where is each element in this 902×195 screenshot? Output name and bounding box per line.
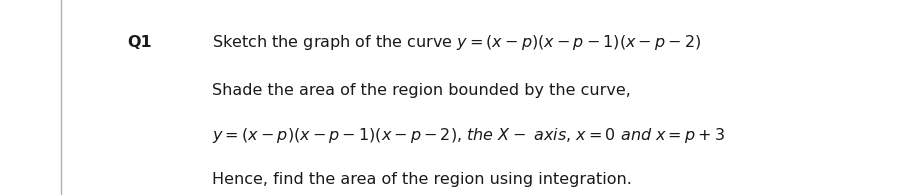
Text: Shade the area of the region bounded by the curve,: Shade the area of the region bounded by …	[212, 83, 630, 98]
Text: Hence, find the area of the region using integration.: Hence, find the area of the region using…	[212, 172, 631, 187]
Text: $y = (x - p)(x - p - 1)(x - p - 2)$, $\it{the}$ $\it{X} -$ $\it{axis}$, $\it{x} : $y = (x - p)(x - p - 1)(x - p - 2)$, $\i…	[212, 126, 724, 145]
Text: Q1: Q1	[127, 35, 152, 50]
Text: Sketch the graph of the curve $y = (x - p)(x - p - 1)(x - p - 2)$: Sketch the graph of the curve $y = (x - …	[212, 33, 701, 52]
